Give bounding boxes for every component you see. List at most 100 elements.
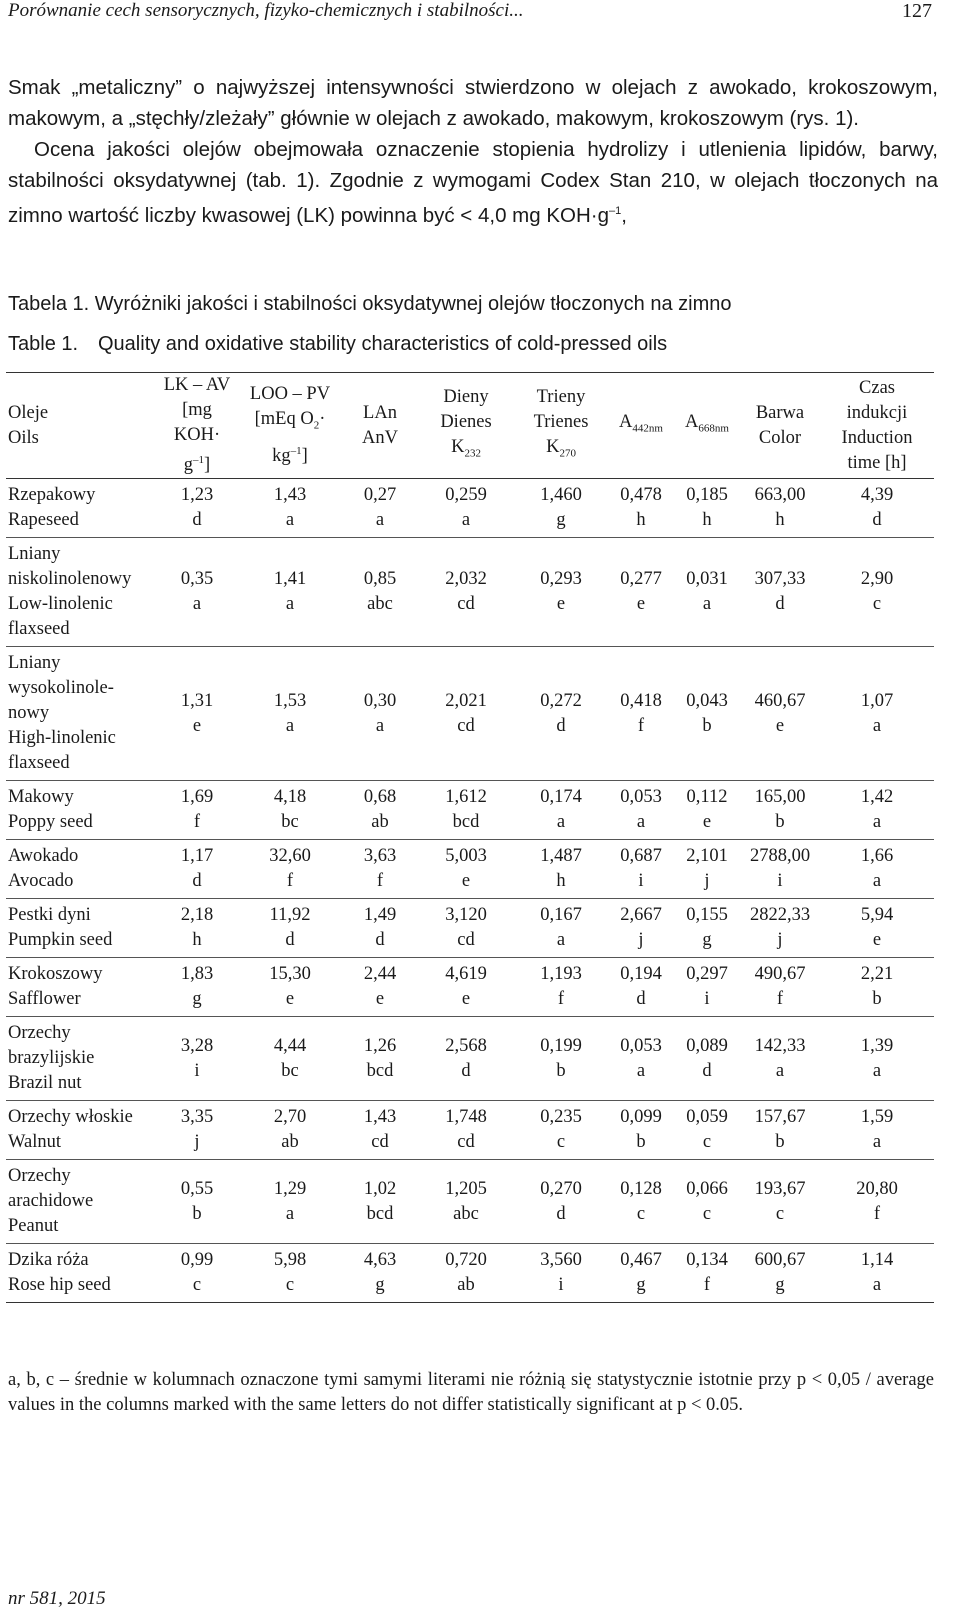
header-induction-time: Czas indukcji Induction time [h] (820, 371, 934, 480)
value-cell: 0,053 a (620, 1035, 662, 1081)
value-cell: 1,26 bcd (363, 1035, 397, 1081)
value-cell: 1,83 g (180, 964, 214, 1010)
value-cell: 1,42 a (860, 787, 894, 833)
value-cell: 2788,00 i (749, 846, 811, 892)
value-cell: 0,68 ab (363, 787, 397, 833)
table-row: Krokoszowy Safflower 1,83 g 15,30 e 2,44 e 4,619… (6, 958, 934, 1017)
header-oils: Oleje Oils (6, 371, 156, 480)
value-cell: 1,14 a (860, 1250, 894, 1296)
table-row: Awokado Avocado 1,17 d 32,60 f 3,63 f 5,003 e 1,48… (6, 840, 934, 899)
oil-name-cell: Orzechy arachidowe Peanut (8, 1166, 94, 1237)
value-cell: 2,568 d (445, 1035, 487, 1081)
value-cell: 3,120 cd (445, 905, 487, 951)
value-cell: 0,27 a (363, 485, 397, 531)
value-cell: 32,60 f (269, 846, 311, 892)
value-cell: 0,30 a (363, 690, 397, 736)
table-footnote: a, b, c – średnie w kolumnach oznaczone … (8, 1370, 934, 1415)
value-cell: 1,31 e (180, 690, 214, 736)
value-cell: 0,174 a (540, 787, 582, 833)
paragraph-1: Smak „metaliczny” o najwyższej intensywn… (8, 76, 938, 130)
table-row: Rzepakowy Rapeseed 1,23 d 1,43 a 0,27 a 0,259 a 1,… (6, 479, 934, 538)
value-cell: 2,44 e (363, 964, 397, 1010)
table-row: Orzechy arachidowe Peanut 0,55 b 1,29 a 1,02 bcd… (6, 1160, 934, 1244)
value-cell: 1,66 a (860, 846, 894, 892)
oil-name-cell: Makowy Poppy seed (8, 787, 93, 833)
oil-name-cell: Pestki dyni Pumpkin seed (8, 905, 113, 951)
value-cell: 2822,33 j (749, 905, 811, 951)
value-cell: 2,667 j (620, 905, 662, 951)
value-cell: 4,619 e (445, 964, 487, 1010)
running-title: Porównanie cech sensorycznych, fizyko-ch… (8, 0, 524, 21)
value-cell: 2,18 h (180, 905, 214, 951)
value-cell: 0,155 g (686, 905, 728, 951)
value-cell: 11,92 d (269, 905, 311, 951)
value-cell: 165,00 b (754, 787, 806, 833)
value-cell: 193,67 c (754, 1178, 806, 1224)
value-cell: 0,99 c (180, 1250, 214, 1296)
value-cell: 5,94 e (860, 905, 894, 951)
value-cell: 157,67 b (754, 1107, 806, 1153)
value-cell: 1,748 cd (445, 1107, 487, 1153)
value-cell: 5,98 c (273, 1250, 307, 1296)
value-cell: 1,460 g (540, 485, 582, 531)
oil-name-cell: Dzika róża Rose hip seed (8, 1250, 111, 1296)
oil-name-cell: Lniany niskolinolenowy Low-linolenic flaxse… (8, 544, 132, 640)
value-cell: 1,612 bcd (445, 787, 487, 833)
table-caption-en: Table 1. Quality and oxidative stability … (8, 333, 668, 355)
value-cell: 1,39 a (860, 1035, 894, 1081)
value-cell: 2,032 cd (445, 569, 487, 615)
table-row: Orzechy brazylijskie Brazil nut 3,28 i 4,44 bc… (6, 1017, 934, 1101)
oil-name-cell: Rzepakowy Rapeseed (8, 485, 96, 531)
value-cell: 307,33 d (754, 569, 806, 615)
value-cell: 1,53 a (273, 690, 307, 736)
value-cell: 1,205 abc (445, 1178, 487, 1224)
value-cell: 0,134 f (686, 1250, 728, 1296)
value-cell: 1,193 f (540, 964, 582, 1010)
quality-table: Oleje Oils LK – AV [mg KOH· g–1] LOO – PV [m… (6, 371, 934, 1303)
body-text: Smak „metaliczny” o najwyższej intensywn… (8, 72, 938, 231)
value-cell: 0,272 d (540, 690, 582, 736)
oil-name-cell: Awokado Avocado (8, 846, 79, 892)
value-cell: 1,29 a (273, 1178, 307, 1224)
value-cell: 0,199 b (540, 1035, 582, 1081)
value-cell: 0,128 c (620, 1178, 662, 1224)
value-cell: 0,059 c (686, 1107, 728, 1153)
value-cell: 0,259 a (445, 485, 487, 531)
value-cell: 3,560 i (540, 1250, 582, 1296)
value-cell: 0,687 i (620, 846, 662, 892)
value-cell: 1,487 h (540, 846, 582, 892)
table-row: Pestki dyni Pumpkin seed 2,18 h 11,92 d 1,49 d 3… (6, 899, 934, 958)
value-cell: 0,55 b (180, 1178, 214, 1224)
value-cell: 5,003 e (445, 846, 487, 892)
value-cell: 2,21 b (860, 964, 894, 1010)
value-cell: 0,270 d (540, 1178, 582, 1224)
value-cell: 0,277 e (620, 569, 662, 615)
paragraph-2: Ocena jakości olejów obejmowała oznaczen… (8, 138, 938, 227)
table-header-row: Oleje Oils LK – AV [mg KOH· g–1] LOO – PV [m… (6, 371, 934, 480)
value-cell: 460,67 e (754, 690, 806, 736)
table-row: Lniany wysokolinole-nowy High-linolenic fla… (6, 647, 934, 781)
table-row: Orzechy włoskie Walnut 3,35 j 2,70 ab 1,43 cd 1,… (6, 1101, 934, 1160)
header-lan: LAn AnV (342, 371, 418, 480)
value-cell: 0,85 abc (363, 569, 397, 615)
value-cell: 3,63 f (363, 846, 397, 892)
value-cell: 1,23 d (180, 485, 214, 531)
value-cell: 20,80 f (856, 1178, 898, 1224)
header-dienes: Dieny Dienes K232 (418, 371, 514, 480)
oil-name-cell: Lniany wysokolinole-nowy High-linolenic fla… (8, 653, 116, 774)
page-number: 127 (902, 0, 932, 22)
value-cell: 0,043 b (686, 690, 728, 736)
table-row: Makowy Poppy seed 1,69 f 4,18 bc 0,68 ab 1,612 bc… (6, 781, 934, 840)
value-cell: 1,43 cd (363, 1107, 397, 1153)
value-cell: 663,00 h (754, 485, 806, 531)
value-cell: 2,90 c (860, 569, 894, 615)
value-cell: 490,67 f (754, 964, 806, 1010)
value-cell: 4,18 bc (273, 787, 307, 833)
value-cell: 0,194 d (620, 964, 662, 1010)
header-lk: LK – AV [mg KOH· g–1] (156, 371, 238, 480)
value-cell: 2,101 j (686, 846, 728, 892)
oil-name-cell: Orzechy brazylijskie Brazil nut (8, 1023, 95, 1094)
value-cell: 142,33 a (754, 1035, 806, 1081)
value-cell: 0,167 a (540, 905, 582, 951)
value-cell: 1,02 bcd (363, 1178, 397, 1224)
